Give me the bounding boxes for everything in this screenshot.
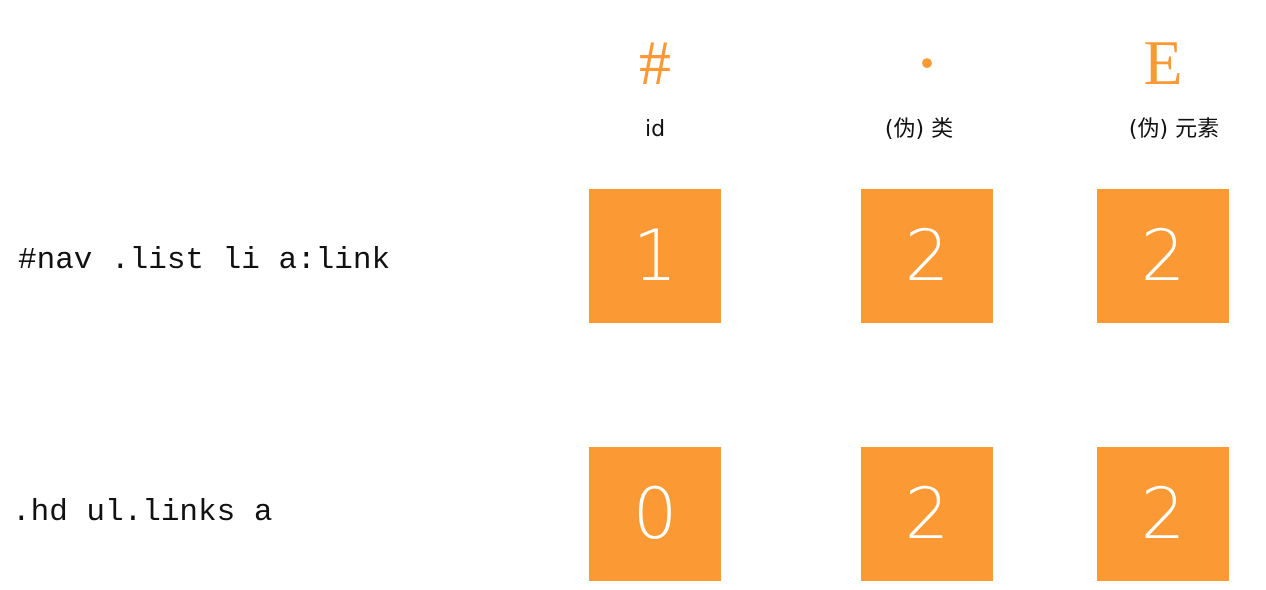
row-2-class-count: 2	[861, 447, 993, 581]
id-symbol: #	[639, 27, 671, 98]
class-symbol: ·	[916, 30, 937, 96]
class-column-label: (伪) 类	[884, 117, 954, 142]
row-1-class-count: 2	[861, 189, 993, 323]
element-symbol: E	[1143, 27, 1183, 98]
selector-row-2: .hd ul.links a	[12, 495, 273, 530]
element-column-label: (伪) 元素	[1128, 117, 1220, 142]
id-column-label: id	[644, 117, 666, 142]
row-1-element-count: 2	[1097, 189, 1229, 323]
row-2-id-count: 0	[589, 447, 721, 581]
row-2-element-count: 2	[1097, 447, 1229, 581]
selector-row-1: #nav .list li a:link	[18, 243, 391, 278]
row-1-id-count: 1	[589, 189, 721, 323]
